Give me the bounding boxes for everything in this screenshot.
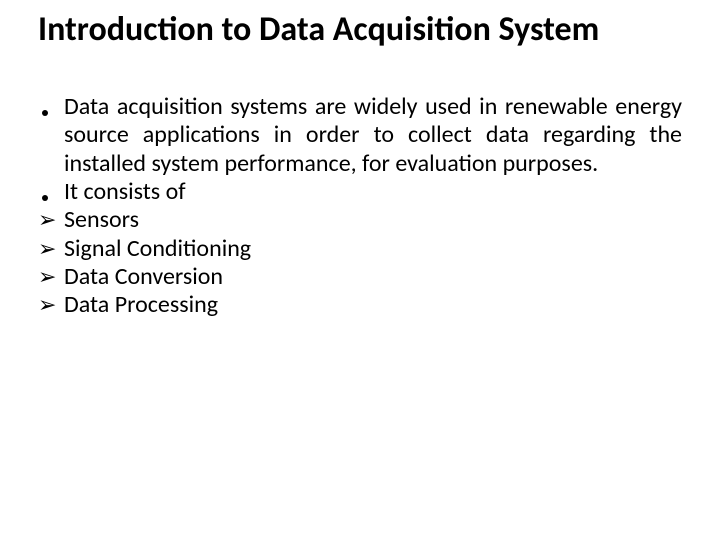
- sub-item: ➢ Data Conversion: [38, 263, 682, 291]
- arrow-marker-icon: ➢: [38, 263, 64, 291]
- arrow-marker-icon: ➢: [38, 235, 64, 263]
- bullet-text: Data acquisition systems are widely used…: [64, 93, 682, 178]
- slide-title: Introduction to Data Acquisition System: [38, 10, 682, 49]
- sub-item-text: Data Conversion: [64, 263, 682, 291]
- slide: Introduction to Data Acquisition System …: [0, 0, 720, 540]
- sub-item: ➢ Signal Conditioning: [38, 235, 682, 263]
- sub-item: ➢ Sensors: [38, 206, 682, 234]
- sub-item-text: Signal Conditioning: [64, 235, 682, 263]
- bullet-text: It consists of: [64, 178, 682, 206]
- sub-item-text: Sensors: [64, 206, 682, 234]
- slide-body: Data acquisition systems are widely used…: [38, 93, 682, 320]
- sub-item: ➢ Data Processing: [38, 291, 682, 319]
- bullet-item: Data acquisition systems are widely used…: [38, 93, 682, 178]
- arrow-marker-icon: ➢: [38, 291, 64, 319]
- bullet-marker-icon: [38, 93, 64, 121]
- bullet-item: It consists of: [38, 178, 682, 206]
- arrow-marker-icon: ➢: [38, 206, 64, 234]
- sub-item-text: Data Processing: [64, 291, 682, 319]
- bullet-marker-icon: [38, 178, 64, 206]
